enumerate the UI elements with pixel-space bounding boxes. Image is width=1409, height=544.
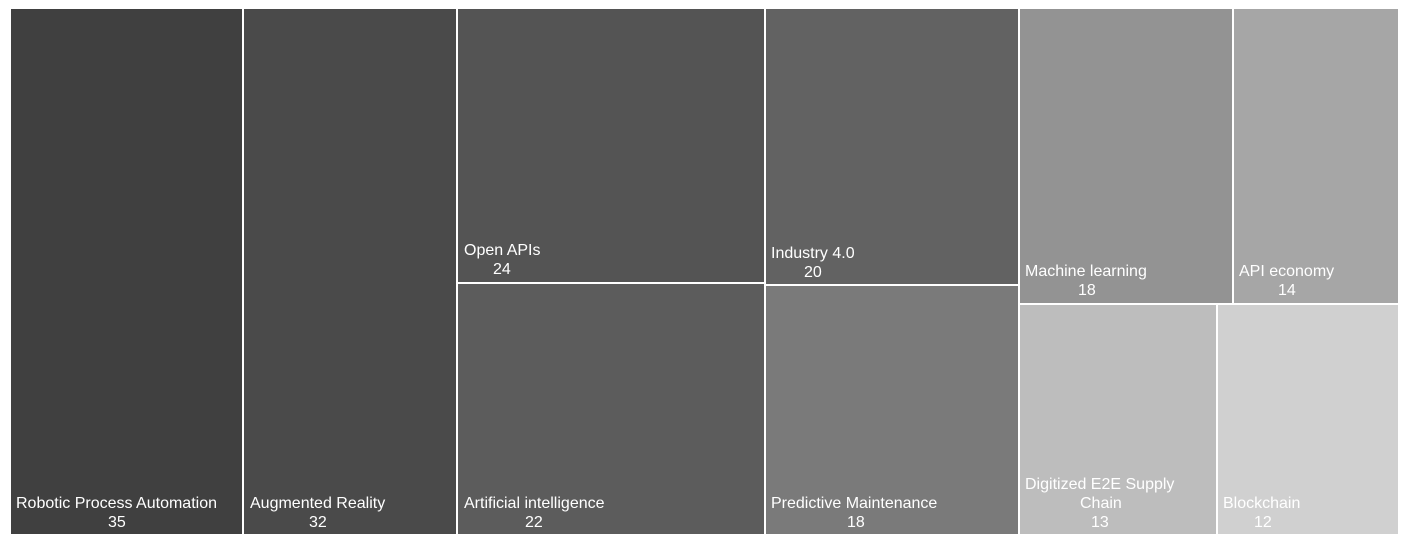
treemap-label: Robotic Process Automation — [16, 495, 217, 512]
treemap-tile-digitized-e2e-supply-chain — [1019, 304, 1217, 535]
treemap-tile-robotic-process-automation — [10, 8, 243, 535]
treemap-label: Augmented Reality — [250, 495, 386, 512]
treemap-label: API economy — [1239, 263, 1335, 280]
treemap-label: Artificial intelligence — [464, 495, 605, 512]
treemap-value: 18 — [847, 514, 865, 531]
treemap-value: 12 — [1254, 514, 1272, 531]
treemap-label: Predictive Maintenance — [771, 495, 938, 512]
treemap-value: 32 — [309, 514, 327, 531]
treemap-value: 35 — [108, 514, 126, 531]
treemap-tile-open-apis — [457, 8, 765, 283]
treemap-label: Open APIs — [464, 242, 541, 259]
treemap-tile-predictive-maintenance — [765, 285, 1019, 535]
treemap-tile-artificial-intelligence — [457, 283, 765, 535]
treemap-tile-industry-4-0 — [765, 8, 1019, 285]
treemap-value: 13 — [1091, 514, 1109, 531]
treemap-tile-augmented-reality — [243, 8, 457, 535]
treemap-tile-blockchain — [1217, 304, 1399, 535]
treemap-tile-api-economy — [1233, 8, 1399, 304]
treemap-value: 22 — [525, 514, 543, 531]
treemap-label: Machine learning — [1025, 263, 1147, 280]
treemap-value: 18 — [1078, 282, 1096, 299]
treemap-value: 14 — [1278, 282, 1296, 299]
treemap-label: Industry 4.0 — [771, 245, 855, 262]
treemap-label: Digitized E2E Supply — [1025, 476, 1175, 493]
treemap-value: 24 — [493, 261, 511, 278]
treemap-label-line2: Chain — [1080, 495, 1122, 512]
treemap-label: Blockchain — [1223, 495, 1301, 512]
treemap-value: 20 — [804, 264, 822, 281]
treemap-tile-machine-learning — [1019, 8, 1233, 304]
